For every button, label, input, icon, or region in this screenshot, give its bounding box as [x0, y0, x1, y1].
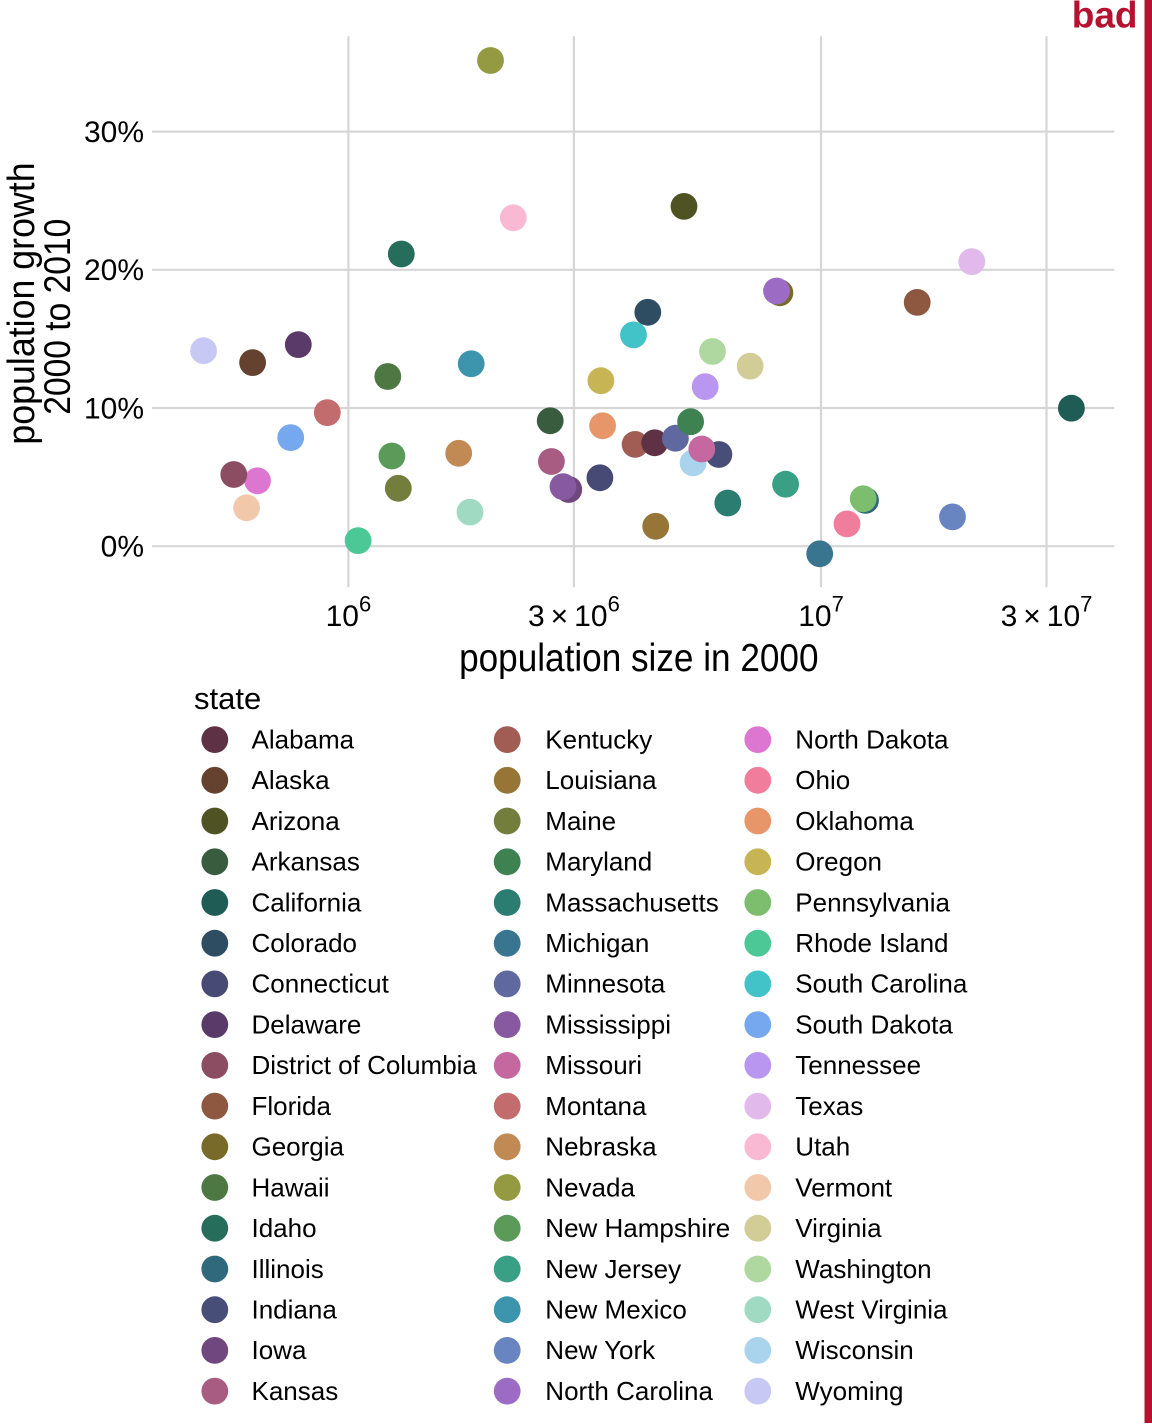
- svg-text:Arkansas: Arkansas: [252, 847, 360, 877]
- svg-text:Minnesota: Minnesota: [545, 969, 665, 999]
- svg-text:20%: 20%: [84, 254, 144, 287]
- svg-text:Idaho: Idaho: [252, 1213, 317, 1243]
- svg-text:New Mexico: New Mexico: [545, 1295, 687, 1325]
- svg-text:Indiana: Indiana: [252, 1295, 338, 1325]
- svg-text:Hawaii: Hawaii: [252, 1172, 330, 1202]
- svg-text:107: 107: [798, 592, 844, 634]
- svg-text:Vermont: Vermont: [795, 1172, 893, 1202]
- svg-text:Alaska: Alaska: [252, 765, 331, 795]
- svg-text:Arizona: Arizona: [252, 806, 341, 836]
- svg-text:Georgia: Georgia: [252, 1132, 345, 1162]
- svg-text:106: 106: [326, 592, 372, 634]
- svg-text:District of Columbia: District of Columbia: [252, 1050, 478, 1080]
- svg-text:Nebraska: Nebraska: [545, 1132, 657, 1162]
- svg-text:New York: New York: [545, 1335, 656, 1365]
- svg-text:Mississippi: Mississippi: [545, 1009, 671, 1039]
- svg-text:2000 to 2010: 2000 to 2010: [37, 219, 78, 415]
- svg-text:Pennsylvania: Pennsylvania: [795, 887, 950, 917]
- svg-text:Kentucky: Kentucky: [545, 724, 652, 754]
- svg-text:Oregon: Oregon: [795, 847, 882, 877]
- svg-text:0%: 0%: [101, 531, 144, 564]
- svg-text:bad: bad: [1072, 0, 1138, 35]
- svg-text:Colorado: Colorado: [252, 928, 358, 958]
- svg-text:Massachusetts: Massachusetts: [545, 887, 718, 917]
- svg-text:10%: 10%: [84, 392, 144, 425]
- svg-text:Washington: Washington: [795, 1254, 931, 1284]
- svg-text:Alabama: Alabama: [252, 724, 355, 754]
- svg-text:West Virginia: West Virginia: [795, 1295, 948, 1325]
- svg-text:Louisiana: Louisiana: [545, 765, 657, 795]
- svg-text:Kansas: Kansas: [252, 1376, 339, 1406]
- svg-text:30%: 30%: [84, 116, 144, 149]
- svg-text:Wisconsin: Wisconsin: [795, 1335, 913, 1365]
- svg-text:Tennessee: Tennessee: [795, 1050, 921, 1080]
- svg-text:South Carolina: South Carolina: [795, 969, 968, 999]
- svg-text:Maryland: Maryland: [545, 847, 652, 877]
- svg-text:Montana: Montana: [545, 1091, 647, 1121]
- svg-text:North Carolina: North Carolina: [545, 1376, 713, 1406]
- svg-text:Texas: Texas: [795, 1091, 863, 1121]
- svg-text:Delaware: Delaware: [252, 1009, 362, 1039]
- svg-text:3 × 106: 3 × 106: [528, 592, 620, 634]
- svg-text:Ohio: Ohio: [795, 765, 850, 795]
- svg-text:Maine: Maine: [545, 806, 616, 836]
- svg-text:Connecticut: Connecticut: [252, 969, 390, 999]
- svg-text:Virginia: Virginia: [795, 1213, 882, 1243]
- svg-text:Nevada: Nevada: [545, 1172, 635, 1202]
- svg-text:3 × 107: 3 × 107: [1001, 592, 1093, 634]
- svg-text:South Dakota: South Dakota: [795, 1009, 953, 1039]
- svg-text:Oklahoma: Oklahoma: [795, 806, 914, 836]
- svg-text:Utah: Utah: [795, 1132, 850, 1162]
- svg-text:population size in 2000: population size in 2000: [459, 637, 818, 680]
- svg-text:state: state: [194, 681, 261, 716]
- svg-text:New Jersey: New Jersey: [545, 1254, 681, 1284]
- svg-text:Florida: Florida: [252, 1091, 332, 1121]
- svg-text:Missouri: Missouri: [545, 1050, 642, 1080]
- svg-text:Michigan: Michigan: [545, 928, 649, 958]
- svg-text:California: California: [252, 887, 362, 917]
- svg-text:New Hampshire: New Hampshire: [545, 1213, 730, 1243]
- svg-text:North Dakota: North Dakota: [795, 724, 949, 754]
- svg-text:Iowa: Iowa: [252, 1335, 307, 1365]
- svg-text:Wyoming: Wyoming: [795, 1376, 903, 1406]
- svg-text:Rhode Island: Rhode Island: [795, 928, 948, 958]
- svg-text:Illinois: Illinois: [252, 1254, 324, 1284]
